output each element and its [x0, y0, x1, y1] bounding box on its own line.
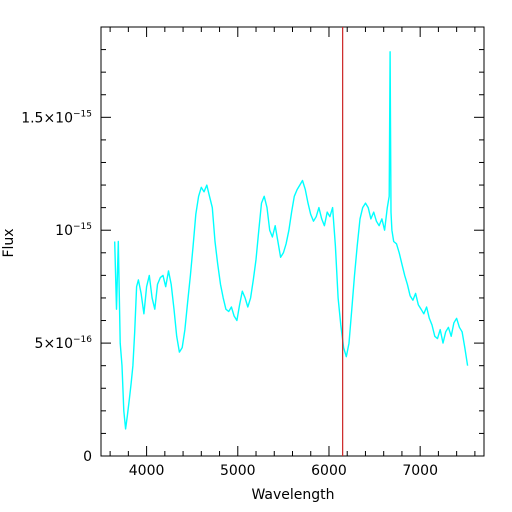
series-layer [114, 51, 469, 430]
x-tick-label: 7000 [402, 463, 438, 479]
y-tick-label: 10−15 [55, 222, 92, 239]
flux-series-line [114, 51, 469, 430]
y-tick-label: 1.5×10−15 [21, 109, 92, 126]
x-tick-labels: 4000 5000 6000 7000 [129, 463, 438, 479]
x-axis-label: Wavelength [251, 487, 334, 503]
y-tick-label: 5×10−16 [35, 335, 93, 352]
y-tick-labels: 0 5×10−16 10−15 1.5×10−15 [21, 109, 92, 465]
x-tick-label: 6000 [311, 463, 347, 479]
x-tick-label: 5000 [220, 463, 256, 479]
plot-frame [100, 26, 485, 457]
axis-ticks [101, 27, 484, 457]
y-tick-label: 0 [83, 449, 92, 465]
x-tick-label: 4000 [129, 463, 165, 479]
y-axis-label: Flux [1, 228, 17, 257]
